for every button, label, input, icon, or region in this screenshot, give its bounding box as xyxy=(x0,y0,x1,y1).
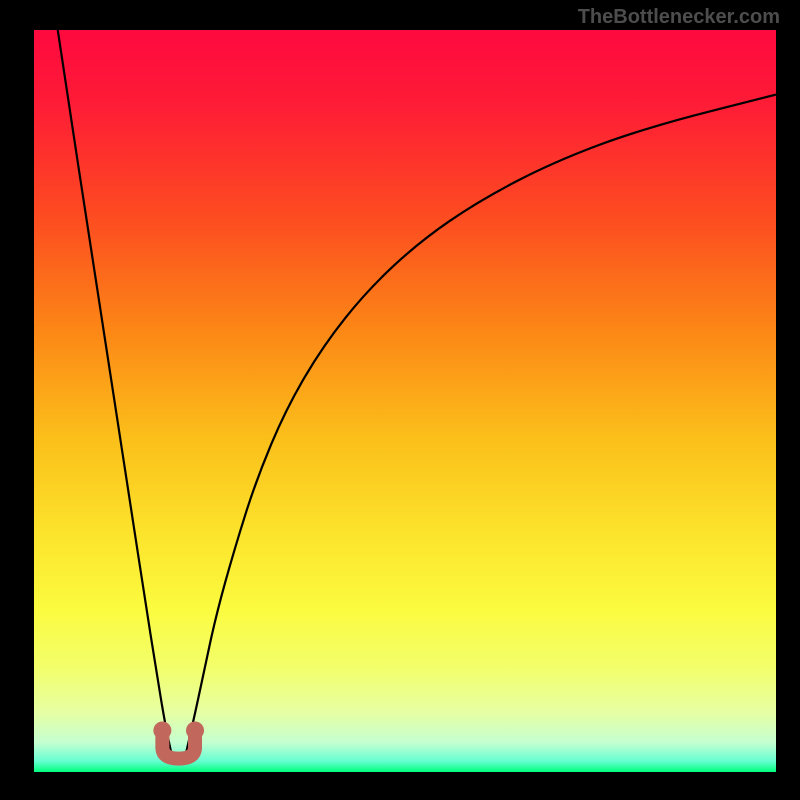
plot-area xyxy=(34,30,776,772)
watermark-text: TheBottlenecker.com xyxy=(578,6,780,29)
minimum-marker-dot-right xyxy=(186,721,204,739)
chart-container: TheBottlenecker.com xyxy=(0,0,800,800)
minimum-marker-dot-left xyxy=(153,721,171,739)
curve-overlay xyxy=(34,30,776,772)
curve-right-branch xyxy=(186,95,776,753)
curve-left-branch xyxy=(58,30,172,753)
